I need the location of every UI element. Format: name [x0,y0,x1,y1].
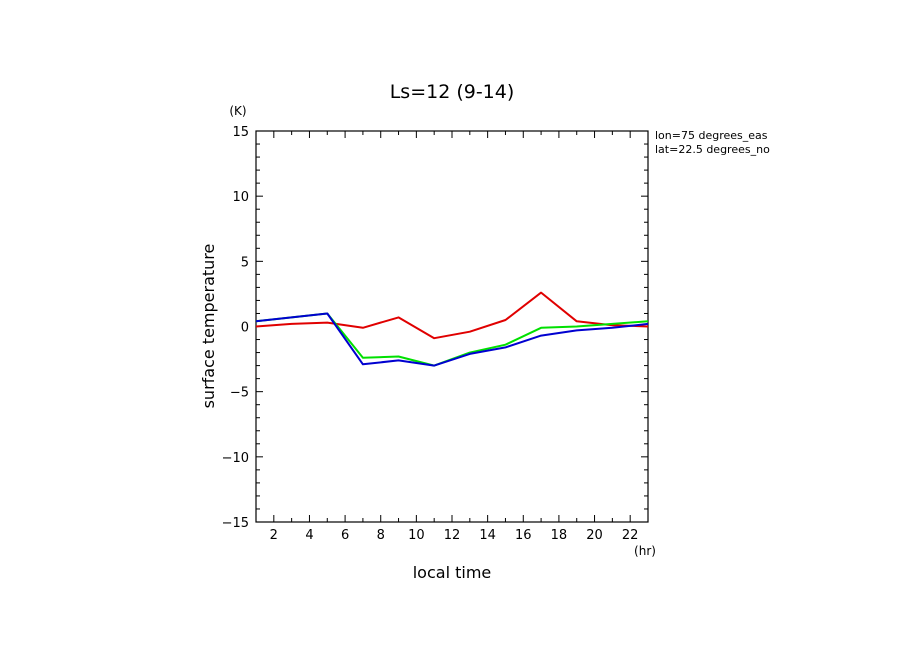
y-tick-label: 10 [232,190,249,205]
y-tick-label: −10 [222,451,249,466]
x-tick-label: 22 [622,528,639,543]
x-tick-label: 16 [515,528,532,543]
y-tick-label: 15 [232,125,249,140]
x-tick-label: 18 [551,528,568,543]
x-tick-label: 4 [305,528,313,543]
series-line-3 [255,312,649,367]
series-line-2 [255,312,649,367]
x-tick-label: 20 [586,528,603,543]
series-line-1 [255,291,649,340]
x-tick-label: 6 [341,528,349,543]
x-tick-label: 14 [479,528,496,543]
x-tick-label: 12 [444,528,461,543]
x-tick-label: 2 [270,528,278,543]
x-tick-label: 8 [377,528,385,543]
y-unit-label: (K) [229,104,246,118]
y-axis-title: surface temperature [199,244,218,409]
annotation-lon: lon=75 degrees_eas [655,129,768,142]
y-tick-label: 0 [241,321,249,336]
x-axis-title: local time [413,563,492,582]
annotation-lat: lat=22.5 degrees_no [655,143,770,156]
x-tick-label: 10 [408,528,425,543]
chart-title: Ls=12 (9-14) [390,81,515,103]
x-unit-label: (hr) [634,544,656,558]
y-tick-label: 5 [241,255,249,270]
y-tick-label: −15 [222,516,249,531]
y-tick-label: −5 [230,386,249,401]
